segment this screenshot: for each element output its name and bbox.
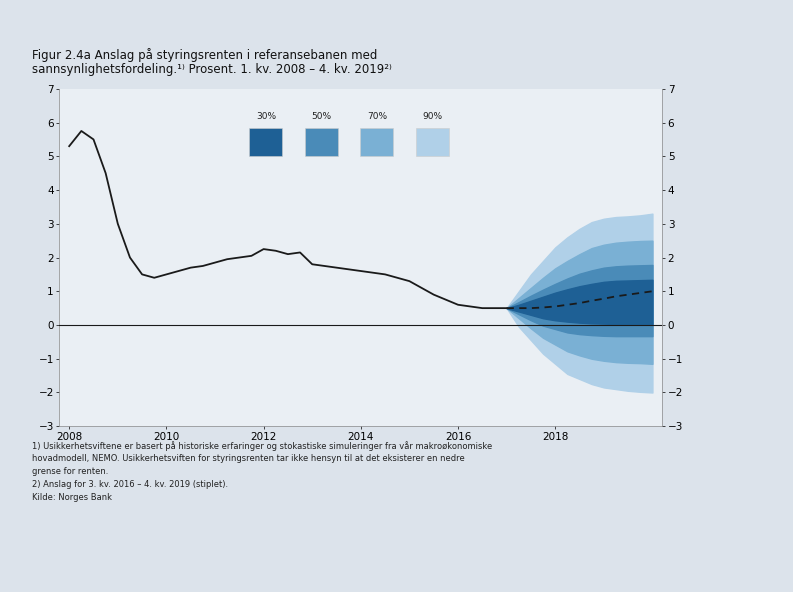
Text: Kilde: Norges Bank: Kilde: Norges Bank <box>32 493 112 502</box>
Text: sannsynlighetsfordeling.¹⁾ Prosent. 1. kv. 2008 – 4. kv. 2019²⁾: sannsynlighetsfordeling.¹⁾ Prosent. 1. k… <box>32 63 392 76</box>
Text: 90%: 90% <box>422 112 442 121</box>
Text: 1) Usikkerhetsviftene er basert på historiske erfaringer og stokastiske simuleri: 1) Usikkerhetsviftene er basert på histo… <box>32 441 492 451</box>
Text: 70%: 70% <box>366 112 387 121</box>
Text: Figur 2.4a Anslag på styringsrenten i referansebanen med: Figur 2.4a Anslag på styringsrenten i re… <box>32 48 377 62</box>
Text: hovadmodell, NEMO. Usikkerhetsviften for styringsrenten tar ikke hensyn til at d: hovadmodell, NEMO. Usikkerhetsviften for… <box>32 454 465 463</box>
Text: 30%: 30% <box>256 112 276 121</box>
Text: grense for renten.: grense for renten. <box>32 467 108 476</box>
Text: 50%: 50% <box>312 112 331 121</box>
Bar <box>249 128 282 156</box>
Bar <box>416 128 449 156</box>
Text: 2) Anslag for 3. kv. 2016 – 4. kv. 2019 (stiplet).: 2) Anslag for 3. kv. 2016 – 4. kv. 2019 … <box>32 480 228 489</box>
Bar <box>360 128 393 156</box>
Bar <box>305 128 338 156</box>
